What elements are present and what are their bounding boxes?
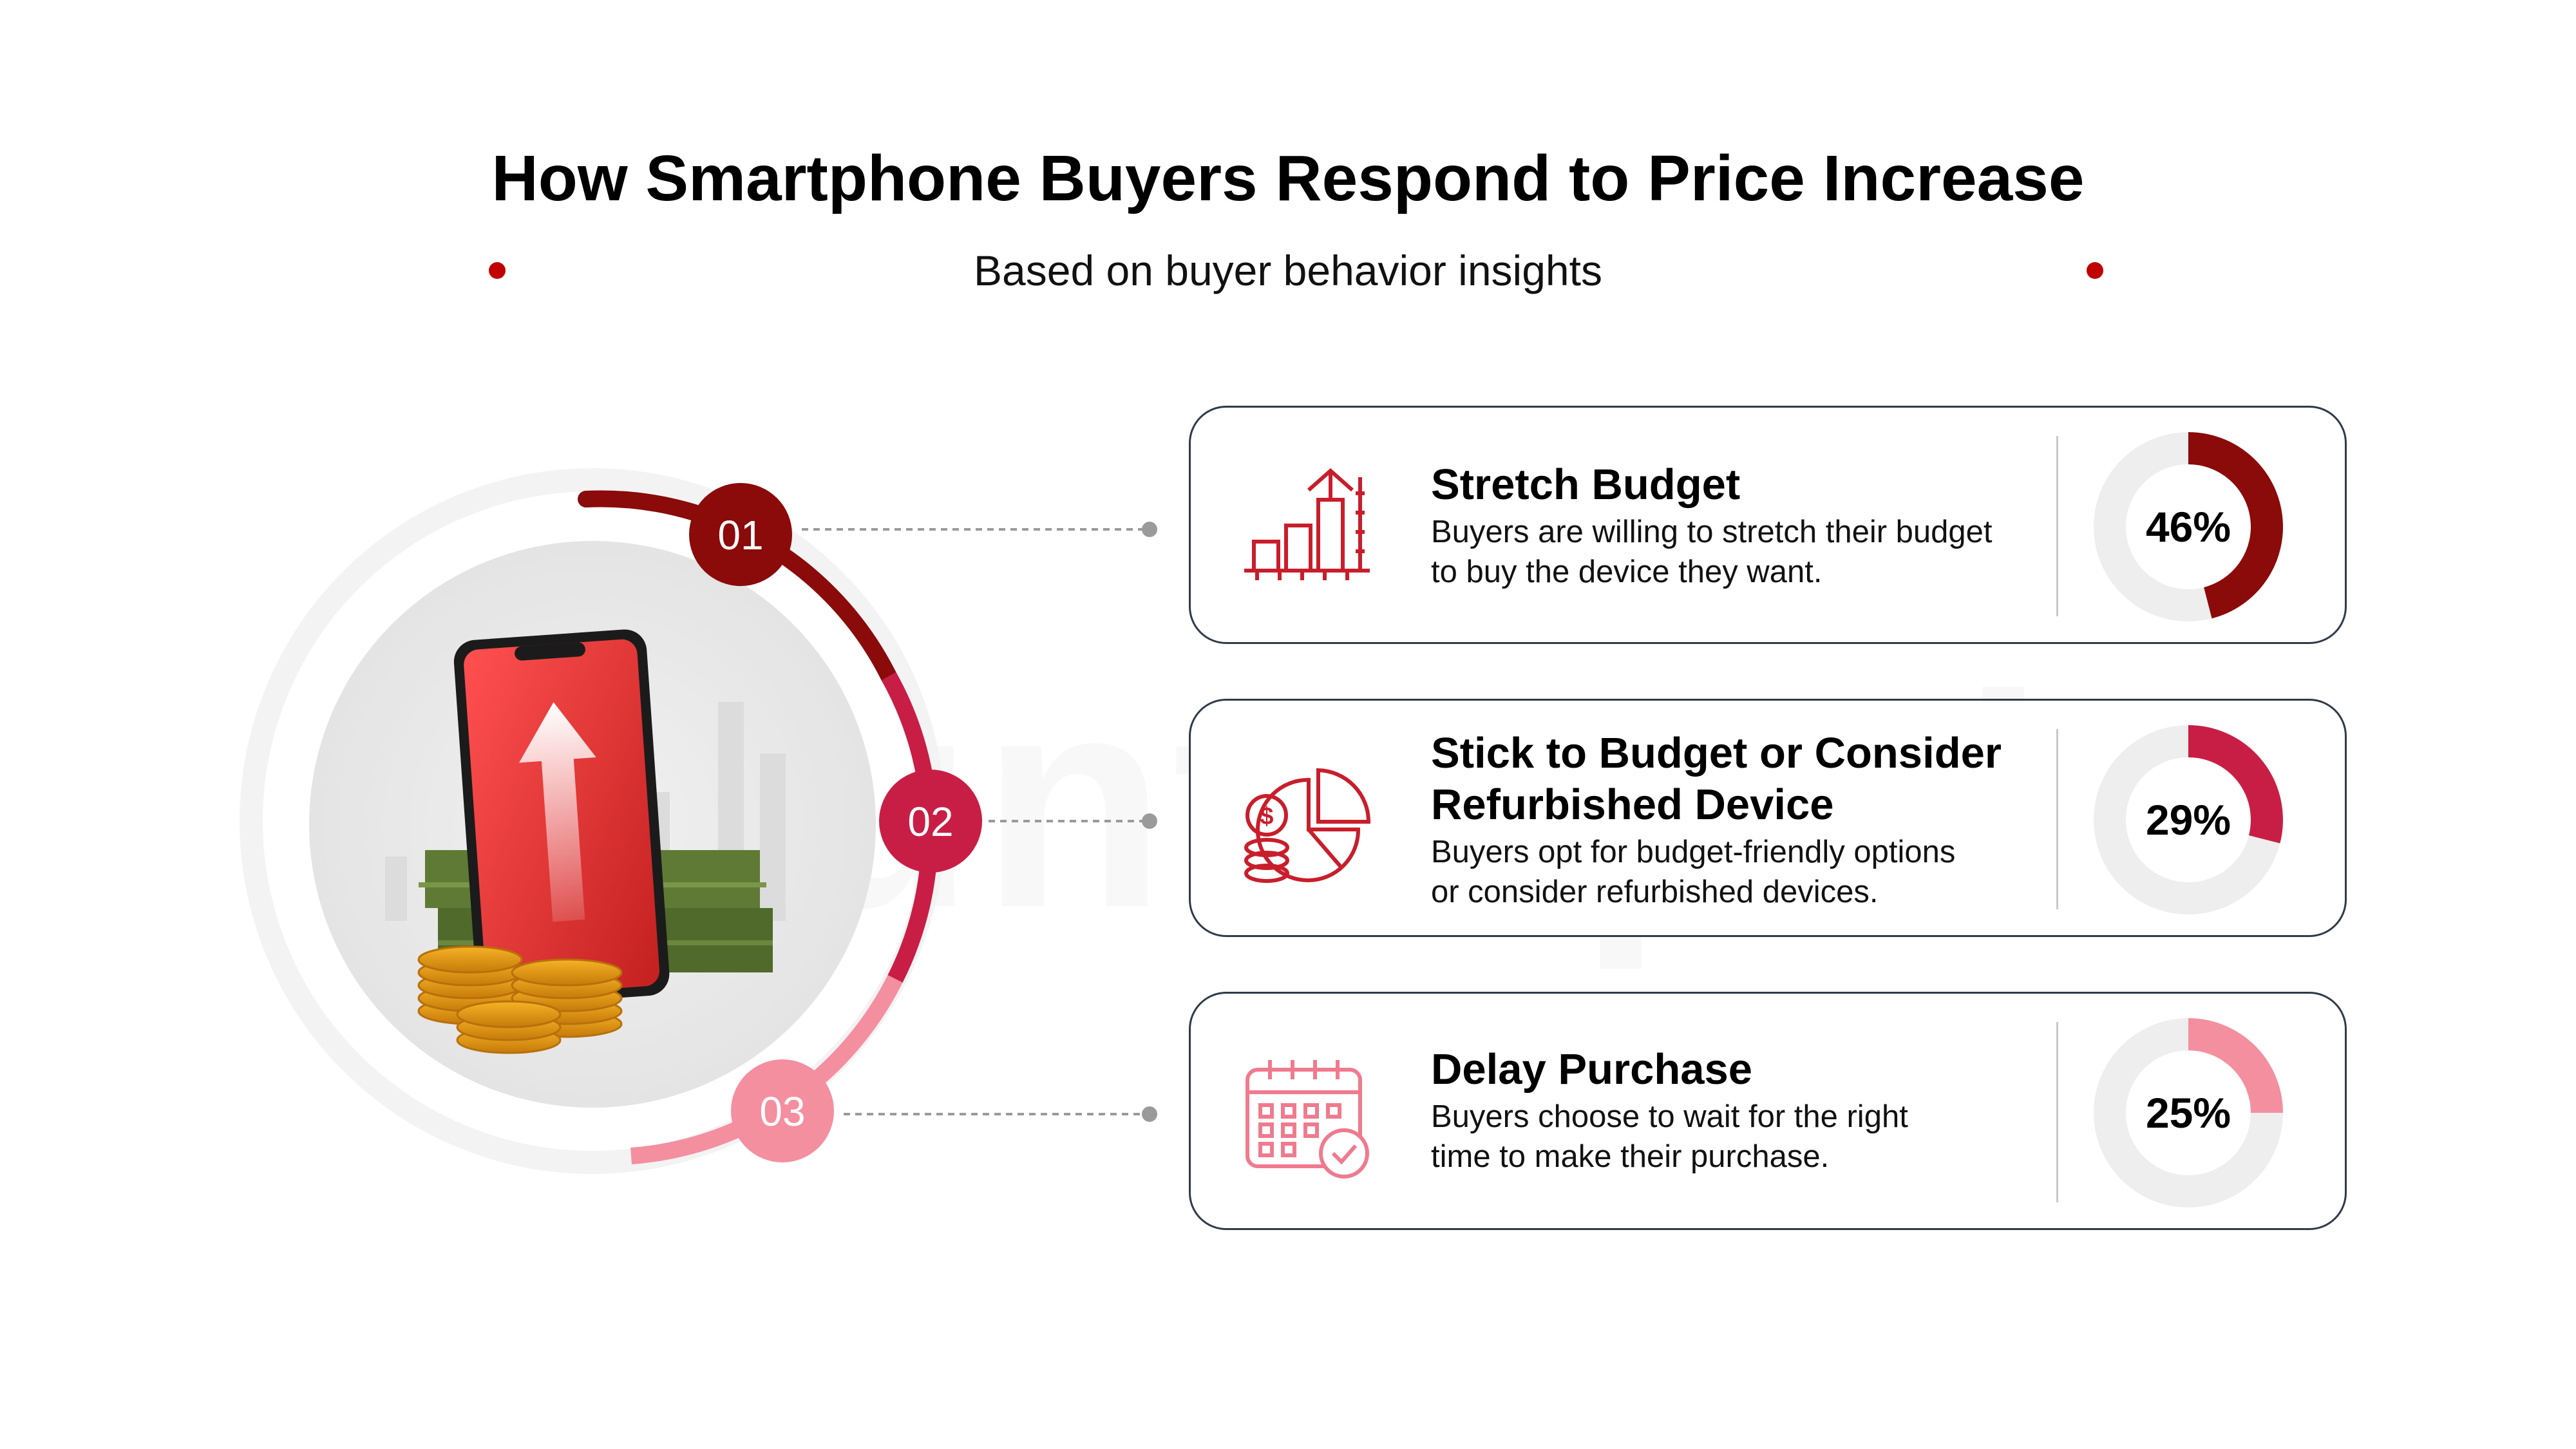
subtitle-dot-left [489,262,506,279]
card-description-line-1: Buyers are willing to stretch their budg… [1431,515,1993,549]
step-badge-3 [731,1059,834,1162]
card-description: Buyers choose to wait for the right time… [1431,1097,2036,1177]
card-stretch-budget: Stretch Budget Buyers are willing to str… [1189,406,2347,644]
card-description-line-2: or consider refurbished devices. [1431,875,1879,909]
svg-text:$: $ [1260,803,1273,830]
card-description: Buyers are willing to stretch their budg… [1431,512,2036,592]
coin-stack-icon [417,945,623,1054]
step-number-1: 01 [717,512,763,558]
card-description-line-2: to buy the device they want. [1431,554,1823,589]
step-badge-1 [689,483,792,586]
donut-chart-stick-to-budget [2094,725,2283,914]
donut-value-label: 46% [2145,503,2231,551]
card-divider [2056,436,2058,616]
coins-pie-chart-icon: $ [1244,768,1371,883]
up-arrow-icon [518,702,596,922]
card-heading-line-1: Stick to Budget or Consider [1431,729,2002,777]
donut-value-label: 29% [2145,796,2231,844]
page-subtitle: Based on buyer behavior insights [974,247,1602,294]
card-stick-to-budget: $ Stick to Budget or Consider Refurbishe… [1189,699,2347,937]
donut-value-label: 25% [2145,1089,2231,1137]
donut-chart-stretch-budget [2094,432,2283,621]
calendar-check-icon [1245,1060,1369,1179]
card-heading: Stretch Budget [1431,460,1741,509]
donut-segment [2188,432,2283,619]
donut-segment [2188,725,2283,844]
phone-illustration: 01 02 03 [240,468,1157,1174]
card-description: Buyers opt for budget-friendly options o… [1431,832,2036,912]
step-badge-2 [879,770,982,873]
connector-dot-2 [1142,813,1157,829]
subtitle-dot-right [2087,262,2103,279]
step-number-3: 03 [759,1088,805,1135]
card-description-line-1: Buyers opt for budget-friendly options [1431,835,1956,869]
connector-dot-3 [1142,1106,1157,1122]
donut-segment [2188,1018,2283,1113]
card-delay-purchase: Delay Purchase Buyers choose to wait for… [1189,992,2347,1230]
card-heading: Delay Purchase [1431,1045,1753,1094]
card-description-line-2: time to make their purchase. [1431,1139,1830,1174]
card-heading-line-2: Refurbished Device [1431,781,1834,829]
card-description-line-1: Buyers choose to wait for the right [1431,1099,1908,1134]
step-number-2: 02 [907,799,953,845]
card-divider [2056,1022,2058,1202]
card-divider [2056,729,2058,909]
connector-dot-1 [1142,522,1157,537]
page-title: How Smartphone Buyers Respond to Price I… [491,142,2085,214]
donut-chart-delay-purchase [2094,1018,2283,1208]
card-heading: Stick to Budget or Consider Refurbished … [1431,728,2036,831]
bar-chart-growth-icon [1244,468,1370,580]
smartphone-icon [453,629,670,1007]
